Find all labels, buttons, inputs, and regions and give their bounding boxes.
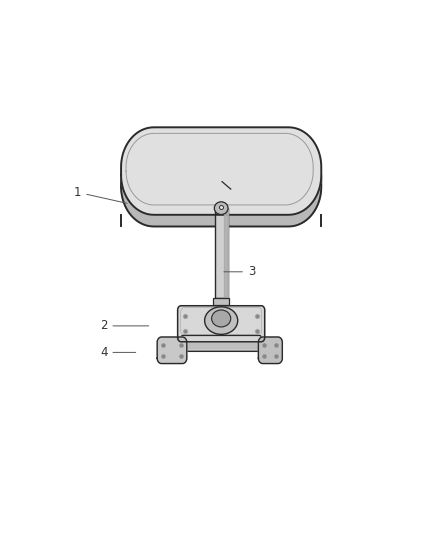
- Polygon shape: [157, 337, 187, 364]
- Polygon shape: [181, 335, 261, 351]
- Polygon shape: [258, 337, 283, 364]
- Ellipse shape: [214, 202, 228, 215]
- Polygon shape: [121, 139, 321, 227]
- Text: 1: 1: [74, 186, 127, 203]
- Ellipse shape: [212, 310, 231, 327]
- Text: 4: 4: [100, 346, 136, 359]
- Bar: [215, 208, 228, 298]
- Text: 3: 3: [224, 265, 255, 278]
- Text: 2: 2: [100, 319, 149, 333]
- Polygon shape: [178, 306, 265, 342]
- Polygon shape: [121, 127, 321, 215]
- Bar: [213, 298, 229, 305]
- Ellipse shape: [205, 307, 238, 334]
